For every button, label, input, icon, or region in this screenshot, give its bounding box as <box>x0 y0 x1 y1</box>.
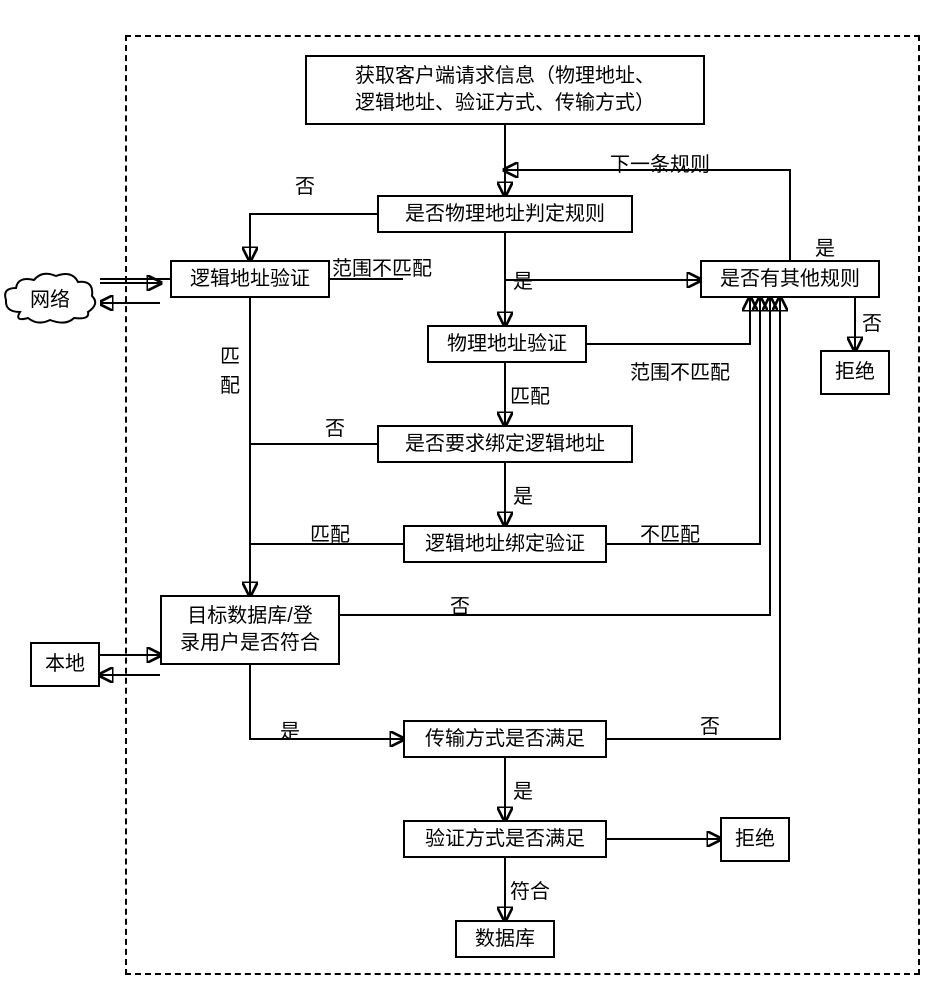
label-l_no2: 否 <box>325 412 345 441</box>
node-n_logic_v: 逻辑地址验证 <box>170 260 330 298</box>
label-l_nomatch1: 范围不匹配 <box>332 252 432 281</box>
label-l_yes_o: 是 <box>815 232 835 261</box>
node-n_bind_v: 逻辑地址绑定验证 <box>403 525 607 563</box>
edge-e12 <box>607 298 760 544</box>
node-n_reject1: 拒绝 <box>820 350 890 395</box>
node-n_q_phys: 是否物理地址判定规则 <box>377 195 633 233</box>
flowchart-canvas: 网络 获取客户端请求信息（物理地址、 逻辑地址、验证方式、传输方式）是否物理地址… <box>0 0 936 1000</box>
label-l_yes1: 是 <box>513 265 533 294</box>
node-n_start: 获取客户端请求信息（物理地址、 逻辑地址、验证方式、传输方式） <box>305 55 705 125</box>
label-l_match1: 匹配 <box>510 380 550 409</box>
node-n_q_trans: 传输方式是否满足 <box>403 720 607 758</box>
node-n_q_bind: 是否要求绑定逻辑地址 <box>377 425 633 463</box>
cloud-label: 网络 <box>30 283 70 312</box>
label-l_no3: 否 <box>450 590 470 619</box>
label-l_conform: 符合 <box>510 875 550 904</box>
edge-e15 <box>250 665 403 739</box>
label-l_no_o: 否 <box>862 307 882 336</box>
node-n_reject2: 拒绝 <box>720 817 790 862</box>
label-l_match2: 匹配 <box>310 518 350 547</box>
label-l_yes4: 是 <box>513 775 533 804</box>
node-n_db: 数据库 <box>455 920 555 958</box>
node-n_q_other: 是否有其他规则 <box>700 260 880 298</box>
node-n_local: 本地 <box>30 642 100 687</box>
label-l_next: 下一条规则 <box>610 148 710 177</box>
label-l_nomatch3: 不匹配 <box>640 518 700 547</box>
node-n_q_db: 目标数据库/登 录用户是否符合 <box>160 595 340 665</box>
label-l_match_l: 匹 配 <box>220 340 240 398</box>
label-l_yes2: 是 <box>513 480 533 509</box>
label-l_no1: 否 <box>295 170 315 199</box>
label-l_nomatch2: 范围不匹配 <box>630 356 730 385</box>
edge-e7 <box>587 298 750 344</box>
label-l_no4: 否 <box>700 710 720 739</box>
node-n_q_auth: 验证方式是否满足 <box>403 820 607 858</box>
node-n_phys_v: 物理地址验证 <box>427 325 587 363</box>
network-cloud: 网络 <box>0 270 100 325</box>
label-l_yes3: 是 <box>280 715 300 744</box>
